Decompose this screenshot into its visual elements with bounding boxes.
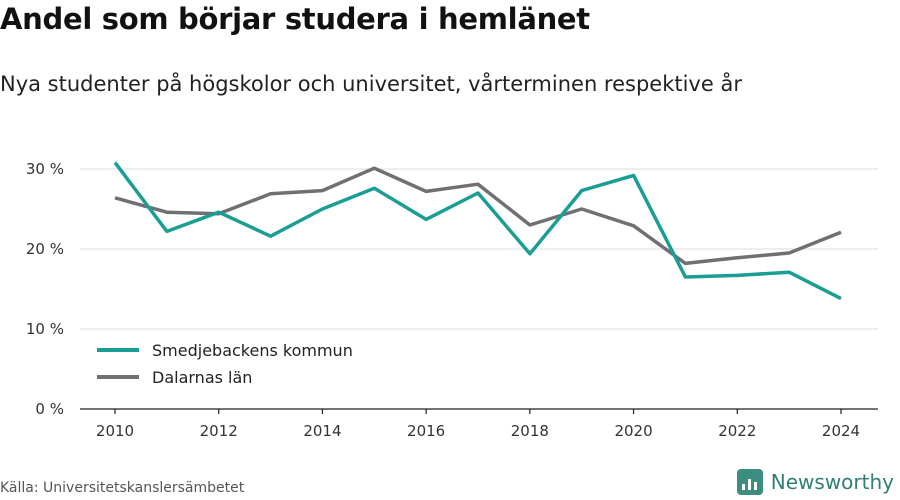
y-tick-label: 30 %: [26, 160, 64, 178]
brand: Newsworthy: [736, 468, 894, 496]
x-tick-label: 2016: [407, 422, 445, 440]
line-chart: 0 % 10 % 20 % 30 % 2010 2012 2014 2016 2018 2020 2…: [26, 160, 878, 440]
series-lines: [113, 161, 842, 301]
chart-subtitle: Nya studenter på högskolor och universit…: [0, 72, 742, 96]
x-tick-label: 2010: [96, 422, 134, 440]
source-note: Källa: Universitetskanslersämbetet: [0, 480, 245, 496]
x-tick-label: 2022: [718, 422, 756, 440]
x-tick-label: 2012: [200, 422, 238, 440]
y-tick-label: 10 %: [26, 320, 64, 338]
brand-name: Newsworthy: [770, 470, 894, 494]
newsworthy-logo-icon: [736, 469, 763, 495]
x-tick-label: 2020: [614, 422, 652, 440]
y-tick-label: 0 %: [35, 400, 64, 418]
chart-title: Andel som börjar studera i hemlänet: [0, 2, 590, 36]
legend-label-0: Smedjebackens kommun: [152, 341, 353, 360]
x-tick-label: 2024: [822, 422, 860, 440]
x-tick-label: 2018: [511, 422, 549, 440]
y-tick-label: 20 %: [26, 240, 64, 258]
legend: Smedjebackens kommun Dalarnas län: [97, 341, 353, 387]
x-tick-label: 2014: [303, 422, 341, 440]
series-line-1: [114, 166, 842, 266]
grid-lines: [80, 168, 878, 330]
axes: 0 % 10 % 20 % 30 % 2010 2012 2014 2016 2018 2020 2…: [26, 160, 878, 440]
series-line-0: [113, 161, 842, 301]
legend-label-1: Dalarnas län: [152, 368, 252, 387]
